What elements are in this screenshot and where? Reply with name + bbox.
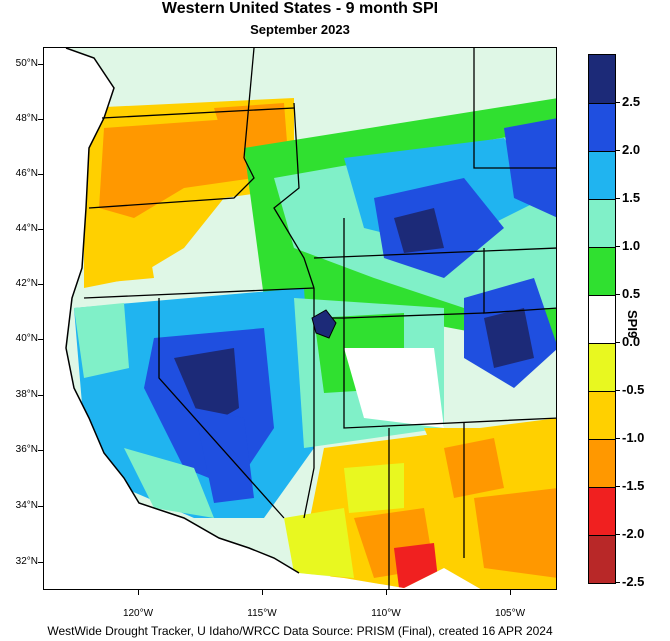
lat-tick — [38, 450, 44, 451]
colorbar-tick — [616, 294, 620, 295]
lat-tick — [38, 174, 44, 175]
lon-tick — [262, 590, 263, 595]
colorbar-tick — [616, 342, 620, 343]
colorbar-tick — [616, 534, 620, 535]
lat-label-36: 36°N — [15, 444, 38, 455]
colorbar-tick — [616, 246, 620, 247]
map-svg — [65, 48, 556, 589]
lat-tick — [38, 506, 44, 507]
spi-map — [43, 47, 557, 590]
colorbar-segment — [589, 247, 615, 295]
lon-label-115: 115°W — [247, 608, 277, 619]
lat-label-34: 34°N — [15, 500, 38, 511]
lat-tick — [38, 229, 44, 230]
lat-label-50: 50°N — [15, 58, 38, 69]
colorbar-segment — [589, 295, 615, 343]
lon-tick — [138, 590, 139, 595]
colorbar-tick — [616, 150, 620, 151]
spi-colorbar — [588, 54, 616, 584]
map-subtitle: September 2023 — [250, 22, 350, 37]
colorbar-segment — [589, 391, 615, 439]
colorbar-title: SPI9 — [625, 310, 640, 339]
colorbar-label: 0.5 — [622, 286, 641, 301]
lat-label-44: 44°N — [15, 223, 38, 234]
colorbar-label: -0.5 — [622, 382, 645, 397]
map-title: Western United States - 9 month SPI — [161, 0, 439, 17]
lat-label-40: 40°N — [15, 333, 38, 344]
colorbar-label: 2.5 — [622, 94, 641, 109]
colorbar-tick — [616, 438, 620, 439]
lat-label-42: 42°N — [15, 278, 38, 289]
lat-tick — [38, 64, 44, 65]
colorbar-segment — [589, 199, 615, 247]
colorbar-tick — [616, 102, 620, 103]
colorbar-segment — [589, 487, 615, 535]
colorbar-label: -1.0 — [622, 430, 645, 445]
colorbar-segment — [589, 55, 615, 103]
lon-label-110: 110°W — [371, 608, 401, 619]
colorbar-segment — [589, 535, 615, 583]
colorbar-segment — [589, 343, 615, 391]
lat-tick — [38, 119, 44, 120]
colorbar-tick — [616, 198, 620, 199]
lat-label-38: 38°N — [15, 389, 38, 400]
lon-tick — [386, 590, 387, 595]
colorbar-label: 2.0 — [622, 142, 641, 157]
lon-tick — [510, 590, 511, 595]
map-footer: WestWide Drought Tracker, U Idaho/WRCC D… — [47, 624, 553, 638]
colorbar-label: 0.0 — [622, 334, 641, 349]
colorbar-tick — [616, 582, 620, 583]
lat-tick — [38, 562, 44, 563]
colorbar-segment — [589, 103, 615, 151]
colorbar-label: -2.0 — [622, 526, 645, 541]
lat-tick — [38, 395, 44, 396]
lat-tick — [38, 284, 44, 285]
colorbar-label: 1.0 — [622, 238, 641, 253]
colorbar-tick — [616, 486, 620, 487]
colorbar-tick — [616, 390, 620, 391]
lon-label-105: 105°W — [494, 608, 526, 619]
colorbar-segment — [589, 439, 615, 487]
colorbar-label: -2.5 — [622, 574, 645, 589]
lat-label-48: 48°N — [15, 113, 38, 124]
colorbar-segment — [589, 151, 615, 199]
lat-label-46: 46°N — [15, 168, 38, 179]
colorbar-label: 1.5 — [622, 190, 641, 205]
lat-tick — [38, 339, 44, 340]
lat-label-32: 32°N — [15, 556, 38, 567]
lon-label-120: 120°W — [122, 608, 154, 619]
colorbar-label: -1.5 — [622, 478, 645, 493]
